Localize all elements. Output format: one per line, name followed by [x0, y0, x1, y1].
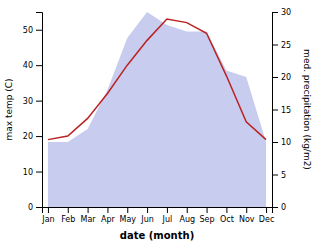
- tick-label: 15: [281, 106, 291, 115]
- tick: Aug: [179, 207, 195, 224]
- marks: [48, 12, 266, 207]
- tick-label: 0: [281, 203, 286, 212]
- tick: 0: [272, 203, 286, 212]
- tick-label: Apr: [101, 215, 116, 224]
- tick-mark: [272, 12, 278, 13]
- chart: Jan Feb Mar AprMay Jun Jul Aug Sep Oct Nov Dec 0 10 2…: [0, 0, 318, 247]
- tick-mark: [36, 101, 42, 102]
- tick-label: Jan: [41, 215, 54, 224]
- tick: Feb: [61, 207, 75, 224]
- tick-label: Jun: [140, 215, 154, 224]
- tick-mark: [36, 172, 42, 173]
- tick-label: 10: [23, 168, 33, 177]
- axis-line: [43, 208, 273, 214]
- tick: 20: [272, 73, 291, 82]
- tick-label: 40: [23, 61, 33, 70]
- precipitation-area: [48, 12, 266, 207]
- temperature-line: [48, 19, 266, 140]
- tick-mark: [272, 77, 278, 78]
- tick-mark: [272, 142, 278, 143]
- tick: 10: [23, 168, 42, 177]
- tick-mark: [36, 136, 42, 137]
- tick-label: Mar: [81, 215, 97, 224]
- tick: 0: [28, 203, 42, 212]
- tick-mark: [226, 207, 227, 213]
- tick-label: Sep: [200, 215, 215, 224]
- tick-mark: [272, 207, 278, 208]
- tick-label: 50: [23, 26, 33, 35]
- tick-mark: [167, 207, 168, 213]
- tick-mark: [266, 207, 267, 213]
- tick: Jan: [41, 207, 54, 224]
- tick: Jul: [162, 207, 173, 224]
- axis-line: [36, 13, 43, 208]
- tick-label: 20: [281, 73, 291, 82]
- axis-line: [273, 13, 279, 208]
- x-axis: Jan Feb Mar AprMay Jun Jul Aug Sep Oct Nov Dec: [41, 207, 274, 224]
- tick: Jun: [140, 207, 154, 224]
- tick-mark: [107, 207, 108, 213]
- plot: Jan Feb Mar AprMay Jun Jul Aug Sep Oct Nov Dec 0 10 2…: [4, 8, 312, 241]
- tick-mark: [246, 207, 247, 213]
- tick: Apr: [101, 207, 116, 224]
- tick: Oct: [220, 207, 234, 224]
- tick-label: Oct: [220, 215, 234, 224]
- tick-label: 25: [281, 41, 291, 50]
- y-axis-title: max temp (C): [4, 78, 14, 140]
- tick-label: 5: [281, 171, 286, 180]
- tick-label: Jul: [162, 215, 173, 224]
- tick-mark: [68, 207, 69, 213]
- y-axis: 0 10 20 30 40 50: [23, 13, 43, 213]
- tick: 5: [272, 171, 286, 180]
- tick-label: May: [119, 215, 136, 224]
- tick: Nov: [239, 207, 255, 224]
- tick-mark: [187, 207, 188, 213]
- tick-mark: [207, 207, 208, 213]
- tick: 25: [272, 41, 291, 50]
- tick-label: Nov: [239, 215, 255, 224]
- tick: Sep: [200, 207, 215, 224]
- tick-mark: [36, 30, 42, 31]
- tick-label: 10: [281, 138, 291, 147]
- tick: 20: [23, 132, 42, 141]
- tick-label: 0: [28, 203, 33, 212]
- tick: 50: [23, 26, 42, 35]
- tick: 40: [23, 61, 42, 70]
- tick: May: [119, 207, 136, 224]
- x-axis-title: date (month): [120, 230, 194, 241]
- tick-label: Feb: [61, 215, 75, 224]
- tick-mark: [88, 207, 89, 213]
- y2-axis: 0 5 10 15 20 25 30: [272, 8, 291, 212]
- tick-label: 20: [23, 132, 33, 141]
- tick: 15: [272, 106, 291, 115]
- tick-label: Dec: [259, 215, 274, 224]
- tick-label: Aug: [179, 215, 195, 224]
- tick-label: 30: [281, 8, 291, 17]
- tick: 30: [272, 8, 291, 17]
- tick-mark: [272, 175, 278, 176]
- tick: 10: [272, 138, 291, 147]
- tick-mark: [272, 45, 278, 46]
- tick: Mar: [81, 207, 97, 224]
- tick-mark: [127, 207, 128, 213]
- tick-mark: [48, 207, 49, 213]
- tick: Dec: [259, 207, 274, 224]
- tick-mark: [147, 207, 148, 213]
- tick-mark: [272, 110, 278, 111]
- tick-mark: [36, 65, 42, 66]
- tick-mark: [36, 207, 42, 208]
- tick-label: 30: [23, 97, 33, 106]
- y2-axis-title: med. precipitation (kg/m2): [302, 49, 312, 170]
- tick: 30: [23, 97, 42, 106]
